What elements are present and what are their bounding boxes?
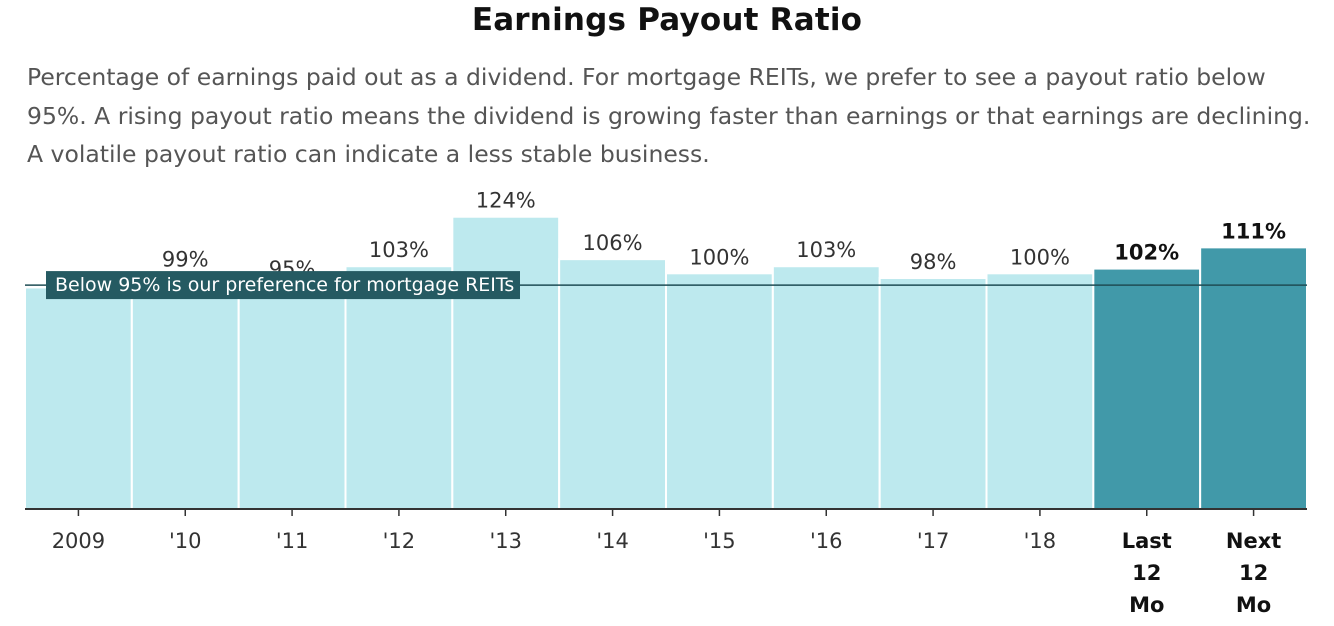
x-tick-label: '17 bbox=[917, 529, 950, 553]
data-label: 103% bbox=[369, 238, 429, 262]
bar bbox=[771, 265, 881, 510]
x-tick-label: '10 bbox=[169, 529, 202, 553]
x-tick-label: 2009 bbox=[52, 529, 105, 553]
data-label: 102% bbox=[1114, 241, 1179, 265]
chart-subtitle: Percentage of earnings paid out as a div… bbox=[27, 63, 1311, 168]
x-tick-label: '15 bbox=[703, 529, 736, 553]
x-tick-label: '13 bbox=[490, 529, 523, 553]
bar bbox=[237, 284, 347, 510]
data-label: 99% bbox=[162, 248, 209, 272]
data-label: 106% bbox=[583, 231, 643, 255]
bar bbox=[24, 286, 133, 510]
data-label: 103% bbox=[796, 238, 856, 262]
x-tick-label: '14 bbox=[596, 529, 629, 553]
reference-label-box bbox=[46, 271, 520, 300]
bar bbox=[665, 272, 774, 510]
bar bbox=[985, 272, 1095, 510]
bar bbox=[344, 265, 454, 510]
reference-label: Below 95% is our preference for mortgage… bbox=[55, 274, 514, 296]
bar bbox=[558, 258, 668, 510]
data-label: 98% bbox=[910, 250, 957, 274]
data-label: 111% bbox=[1221, 219, 1286, 243]
bar bbox=[878, 277, 988, 510]
chart-title: Earnings Payout Ratio bbox=[471, 2, 863, 38]
bar bbox=[130, 274, 240, 511]
x-tick-label: Next 12 Mo bbox=[1226, 529, 1281, 617]
data-label: 124% bbox=[476, 189, 536, 213]
x-tick-label: '18 bbox=[1024, 529, 1057, 553]
x-tick-label: '12 bbox=[383, 529, 416, 553]
bar bbox=[451, 215, 561, 510]
x-tick-label: '16 bbox=[810, 529, 843, 553]
data-label: 100% bbox=[689, 245, 749, 269]
x-tick-label: Last 12 Mo bbox=[1122, 529, 1172, 617]
x-tick-label: '11 bbox=[276, 529, 309, 553]
bar bbox=[1092, 267, 1202, 510]
data-label: 100% bbox=[1010, 245, 1070, 269]
bar bbox=[1199, 246, 1308, 511]
